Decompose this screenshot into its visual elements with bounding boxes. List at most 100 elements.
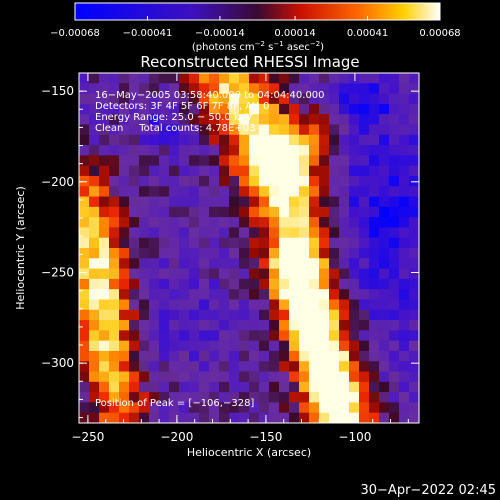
heatmap-cell — [139, 361, 150, 373]
heatmap-cell — [219, 299, 230, 311]
heatmap-cell — [239, 371, 250, 383]
heatmap-cell — [329, 114, 340, 126]
y-tick-label: −200 — [41, 175, 74, 189]
heatmap-cell — [239, 268, 250, 280]
heatmap-cell — [209, 237, 220, 249]
heatmap-cell — [169, 237, 180, 249]
heatmap-cell — [239, 155, 250, 167]
heatmap-cell — [99, 350, 110, 362]
heatmap-cell — [289, 114, 300, 126]
heatmap-cell — [99, 73, 110, 84]
heatmap-cell — [169, 340, 180, 352]
heatmap-cell — [319, 299, 330, 311]
heatmap-cell — [129, 83, 140, 95]
heatmap-cell — [289, 237, 300, 249]
heatmap-cell — [299, 268, 310, 280]
heatmap-cell — [299, 165, 310, 177]
heatmap-cell — [89, 73, 100, 84]
colorbar-gradient — [74, 2, 441, 21]
heatmap-cell — [329, 258, 340, 270]
heatmap-cell — [199, 350, 210, 362]
heatmap-cell — [89, 124, 100, 136]
heatmap-cell — [179, 227, 190, 239]
heatmap-cell — [219, 83, 230, 95]
heatmap-cell — [189, 114, 200, 126]
heatmap-cell — [249, 248, 260, 259]
heatmap-cell — [249, 309, 260, 321]
heatmap-cell — [389, 103, 400, 115]
heatmap-cell — [339, 227, 350, 239]
heatmap-cell — [399, 299, 410, 311]
heatmap-cell — [79, 114, 90, 126]
heatmap-cell — [229, 237, 240, 249]
heatmap-cell — [229, 73, 240, 84]
heatmap-cell — [269, 412, 280, 423]
heatmap-cell — [369, 93, 380, 105]
heatmap-cell — [349, 299, 360, 311]
heatmap-cell — [259, 381, 270, 393]
heatmap-cell — [109, 392, 120, 404]
heatmap-cell — [299, 381, 310, 393]
heatmap-cell — [369, 145, 380, 156]
heatmap-cell — [119, 248, 130, 259]
heatmap-cell — [259, 278, 270, 290]
heatmap-cell — [309, 196, 320, 208]
heatmap-cell — [279, 83, 290, 95]
heatmap-cell — [299, 206, 310, 218]
heatmap-cell — [319, 124, 330, 136]
heatmap-cell — [109, 217, 120, 229]
heatmap-cell — [409, 278, 419, 290]
heatmap-cell — [89, 299, 100, 311]
heatmap-cell — [159, 412, 170, 423]
heatmap-cell — [349, 289, 360, 301]
heatmap-cell — [179, 350, 190, 362]
heatmap-cell — [229, 402, 240, 414]
heatmap-cell — [369, 237, 380, 249]
heatmap-cell — [229, 175, 240, 187]
heatmap-cell — [149, 289, 160, 301]
heatmap-cell — [119, 83, 130, 95]
heatmap-cell — [359, 73, 370, 84]
heatmap-cell — [369, 165, 380, 177]
heatmap-cell — [309, 134, 320, 146]
heatmap-cell — [269, 309, 280, 321]
heatmap-cell — [209, 289, 220, 301]
heatmap-cell — [209, 340, 220, 352]
heatmap-cell — [229, 155, 240, 167]
heatmap-cell — [369, 299, 380, 311]
heatmap-cell — [349, 330, 360, 342]
heatmap-cell — [159, 93, 170, 105]
heatmap-cell — [159, 103, 170, 115]
heatmap-cell — [409, 361, 419, 373]
heatmap-cell — [119, 124, 130, 136]
heatmap-cell — [229, 145, 240, 156]
heatmap-cell — [349, 73, 360, 84]
heatmap-cell — [149, 103, 160, 115]
heatmap-cell — [389, 258, 400, 270]
heatmap-cell — [139, 73, 150, 84]
heatmap-cell — [239, 361, 250, 373]
heatmap-cell — [159, 155, 170, 167]
heatmap-cell — [99, 83, 110, 95]
heatmap-cell — [189, 330, 200, 342]
heatmap-cell — [89, 206, 100, 218]
heatmap-cell — [329, 134, 340, 146]
heatmap-cell — [229, 371, 240, 383]
heatmap-cell — [239, 124, 250, 136]
heatmap-cell — [239, 217, 250, 229]
heatmap-cell — [289, 361, 300, 373]
heatmap-cell — [209, 124, 220, 136]
heatmap-cell — [209, 320, 220, 331]
heatmap-cell — [129, 155, 140, 167]
heatmap-cell — [99, 381, 110, 393]
heatmap-cell — [199, 186, 210, 198]
heatmap-cell — [159, 392, 170, 404]
heatmap-cell — [359, 340, 370, 352]
heatmap-cell — [389, 124, 400, 136]
heatmap-cell — [169, 124, 180, 136]
heatmap-cell — [179, 248, 190, 259]
heatmap-cell — [99, 340, 110, 352]
heatmap-cell — [359, 320, 370, 331]
heatmap-cell — [399, 278, 410, 290]
heatmap-cell — [399, 248, 410, 259]
